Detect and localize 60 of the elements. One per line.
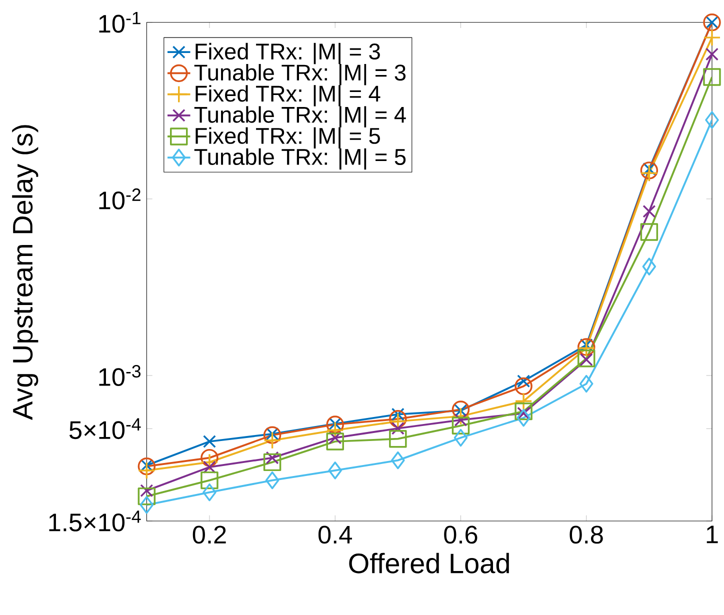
point: [202, 460, 216, 474]
legend-label: Tunable TRx: |M| = 5: [194, 148, 406, 170]
y-tick-label: 1.5×10$^{-4}$: [49, 510, 141, 532]
point: [202, 483, 216, 502]
point: [200, 471, 218, 490]
point: [138, 457, 156, 476]
point: [452, 407, 470, 426]
point: [516, 408, 530, 427]
point: [202, 434, 216, 448]
point: [326, 416, 344, 434]
x-tick-label: 1: [706, 526, 718, 544]
point: [200, 453, 218, 472]
point: [391, 451, 405, 470]
point: [705, 48, 719, 61]
point: [138, 487, 156, 506]
point: [514, 402, 532, 420]
x-tick-label: 0.4: [318, 526, 352, 544]
legend-label: Fixed TRx: |M| = 3: [196, 42, 380, 64]
x-axis-title: Offered Load: [349, 552, 509, 574]
point: [514, 392, 532, 410]
y-tick-label: 5×10$^{-4}$: [69, 418, 141, 440]
y-axis-title: Avg Upstream Delay (s): [12, 125, 38, 420]
point: [703, 28, 721, 46]
point: [266, 451, 279, 464]
point: [328, 431, 342, 444]
point: [263, 426, 282, 444]
point: [454, 413, 468, 427]
point: [454, 428, 468, 447]
legend-label: Fixed TRx: |M| = 4: [196, 85, 380, 106]
point: [138, 462, 156, 480]
point: [263, 453, 282, 472]
point: [452, 416, 470, 435]
point: [580, 353, 593, 366]
point: [705, 111, 719, 129]
point: [263, 432, 282, 450]
y-tick-label: 10$^{-1}$: [99, 12, 140, 33]
point: [577, 350, 596, 368]
y-tick-label: 10$^{-3}$: [99, 365, 141, 386]
point: [200, 448, 218, 467]
y-tick-label: 10$^{-2}$: [99, 188, 140, 210]
legend-label: Fixed TRx: |M| = 5: [196, 127, 380, 148]
x-tick-label: 0.8: [570, 526, 603, 544]
point: [391, 422, 404, 435]
legend-label: Tunable TRx: |M| = 4: [194, 106, 406, 128]
point: [703, 68, 721, 86]
point: [328, 462, 342, 480]
point: [642, 258, 656, 276]
point: [265, 471, 280, 490]
point: [389, 430, 407, 448]
point: [140, 496, 154, 514]
point: [326, 432, 344, 450]
point: [640, 223, 658, 241]
point: [517, 406, 530, 420]
point: [514, 377, 532, 396]
point: [579, 374, 594, 393]
point: [642, 204, 656, 218]
x-tick-label: 0.6: [444, 526, 478, 544]
x-tick-label: 0.2: [192, 526, 226, 544]
point: [140, 484, 154, 498]
legend-label: Tunable TRx: |M| = 3: [194, 64, 406, 86]
